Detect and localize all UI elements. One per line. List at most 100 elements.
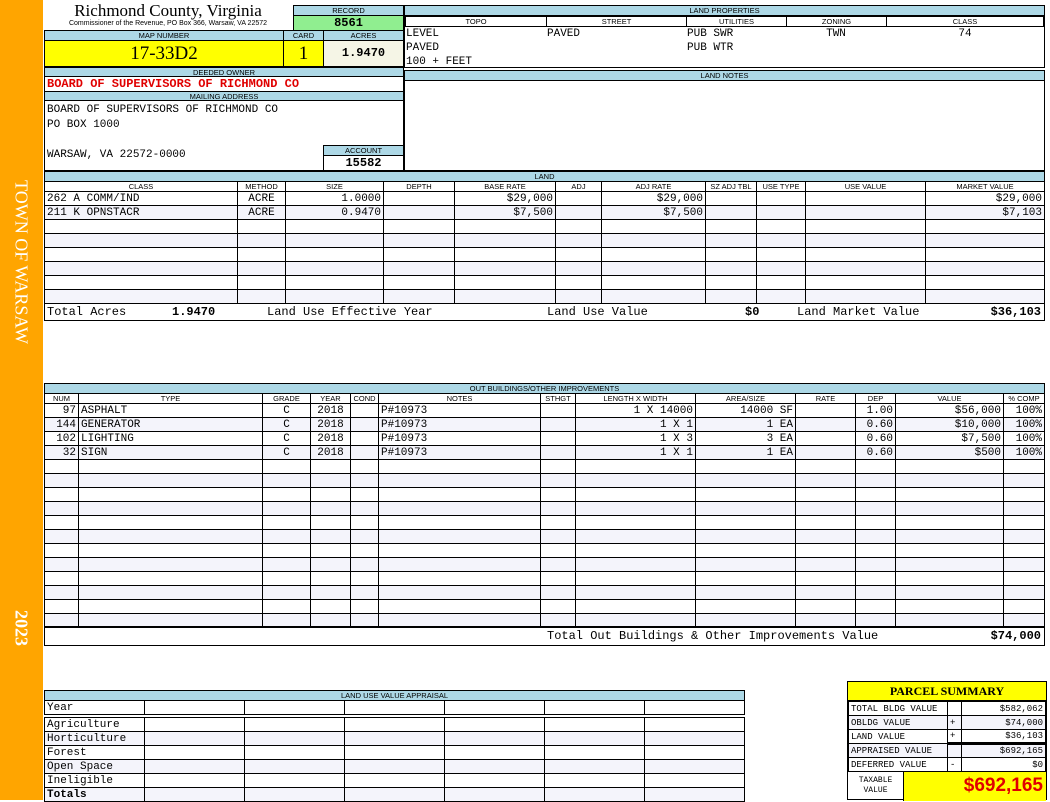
sidebar: TOWN OF WARSAW 2023	[0, 0, 43, 800]
outbuilding-cell	[540, 473, 576, 488]
summary-operator: +	[947, 729, 962, 744]
land-use-cell	[644, 731, 745, 746]
land-cell	[925, 219, 1045, 234]
outbuilding-cell	[695, 529, 796, 544]
outbuilding-cell	[78, 571, 263, 586]
outbuilding-cell: 2018	[310, 403, 351, 418]
land-cell	[705, 247, 757, 262]
taxable-value: $692,165	[904, 772, 1046, 801]
outbuilding-cell	[350, 613, 379, 628]
land-use-row: Forest	[44, 745, 745, 760]
land-col-header: USE VALUE	[805, 181, 926, 192]
outbuilding-cell	[795, 571, 856, 586]
outbuilding-cell	[262, 613, 311, 628]
land-cell	[756, 191, 806, 206]
outbuilding-cell: 1 EA	[695, 445, 796, 460]
land-use-cell	[444, 731, 545, 746]
land-cell: $7,500	[454, 205, 556, 220]
outbuilding-cell	[1003, 529, 1045, 544]
outbuilding-cell	[44, 585, 79, 600]
outbuilding-cell	[855, 529, 896, 544]
outbuilding-cell: 14000 SF	[695, 403, 796, 418]
land-row	[44, 275, 1045, 290]
land-cell: ACRE	[237, 205, 286, 220]
land-use-cell	[144, 731, 245, 746]
outbuilding-cell: P#10973	[378, 445, 541, 460]
total-acres: 1.9470	[172, 305, 216, 319]
col-class: CLASS	[886, 16, 1044, 27]
outbuilding-cell: C	[262, 403, 311, 418]
land-cell	[285, 289, 384, 304]
land-col-header: METHOD	[237, 181, 286, 192]
outbuilding-cell	[262, 543, 311, 558]
land-cell	[285, 275, 384, 290]
outbuilding-cell: $10,000	[895, 417, 1004, 432]
land-use-cell	[244, 700, 345, 715]
outbuilding-cell	[1003, 515, 1045, 530]
parcel-summary: PARCEL SUMMARY TOTAL BLDG VALUE $582,062 O…	[847, 681, 1047, 801]
outbuilding-cell	[1003, 613, 1045, 628]
land-use-cell	[444, 700, 545, 715]
outbuilding-cell	[855, 487, 896, 502]
outbuilding-cell	[795, 585, 856, 600]
land-col-header: ADJ RATE	[601, 181, 706, 192]
land-cell	[383, 275, 455, 290]
land-use-value: $0	[745, 305, 760, 319]
outbuilding-cell	[855, 543, 896, 558]
land-cell	[705, 205, 757, 220]
land-cell	[383, 191, 455, 206]
outbuilding-cell	[575, 557, 696, 572]
outbuilding-col-header: YEAR	[310, 393, 351, 404]
land-cell	[756, 275, 806, 290]
outbuilding-cell	[44, 501, 79, 516]
outbuilding-cell	[540, 557, 576, 572]
outbuilding-cell	[378, 459, 541, 474]
land-use-cell	[244, 759, 345, 774]
outbuilding-cell: 1 X 3	[575, 431, 696, 446]
land-use-cell	[344, 787, 445, 802]
outbuildings-total-value: $74,000	[990, 629, 1041, 643]
land-use-cell	[344, 717, 445, 732]
outbuilding-cell	[795, 599, 856, 614]
outbuilding-cell	[695, 599, 796, 614]
parcel-summary-title: PARCEL SUMMARY	[848, 682, 1046, 701]
outbuilding-cell	[1003, 543, 1045, 558]
land-use-cell	[144, 759, 245, 774]
account-number: 15582	[323, 155, 404, 171]
land-cell	[756, 219, 806, 234]
land-use-cell	[444, 773, 545, 788]
outbuilding-cell	[695, 585, 796, 600]
summary-label: LAND VALUE	[848, 729, 948, 744]
outbuilding-cell: 1.00	[855, 403, 896, 418]
land-cell	[756, 205, 806, 220]
outbuilding-cell	[795, 403, 856, 418]
outbuilding-cell	[350, 557, 379, 572]
outbuilding-row	[44, 529, 1045, 544]
land-cell	[805, 205, 926, 220]
outbuilding-cell	[695, 557, 796, 572]
land-row	[44, 219, 1045, 234]
outbuilding-cell	[78, 501, 263, 516]
land-cell	[555, 191, 602, 206]
land-cell: 0.9470	[285, 205, 384, 220]
outbuilding-cell	[310, 529, 351, 544]
land-cell	[237, 219, 286, 234]
outbuilding-cell: 0.60	[855, 417, 896, 432]
outbuilding-cell	[540, 445, 576, 460]
header: Richmond County, Virginia Commissioner o…	[44, 2, 292, 28]
land-cell	[383, 233, 455, 248]
land-cell	[555, 289, 602, 304]
summary-label: DEFERRED VALUE	[848, 757, 948, 772]
land-cell	[805, 219, 926, 234]
tax-year: 2023	[11, 610, 32, 646]
land-use-row: Horticulture	[44, 731, 745, 746]
land-use-row-label: Ineligible	[44, 773, 145, 788]
outbuilding-cell: 100%	[1003, 445, 1045, 460]
outbuilding-cell	[540, 487, 576, 502]
land-cell	[237, 247, 286, 262]
summary-value: $74,000	[961, 715, 1046, 730]
land-col-header: DEPTH	[383, 181, 455, 192]
outbuilding-cell	[350, 515, 379, 530]
outbuilding-cell	[262, 473, 311, 488]
outbuilding-cell: 1 X 1	[575, 417, 696, 432]
